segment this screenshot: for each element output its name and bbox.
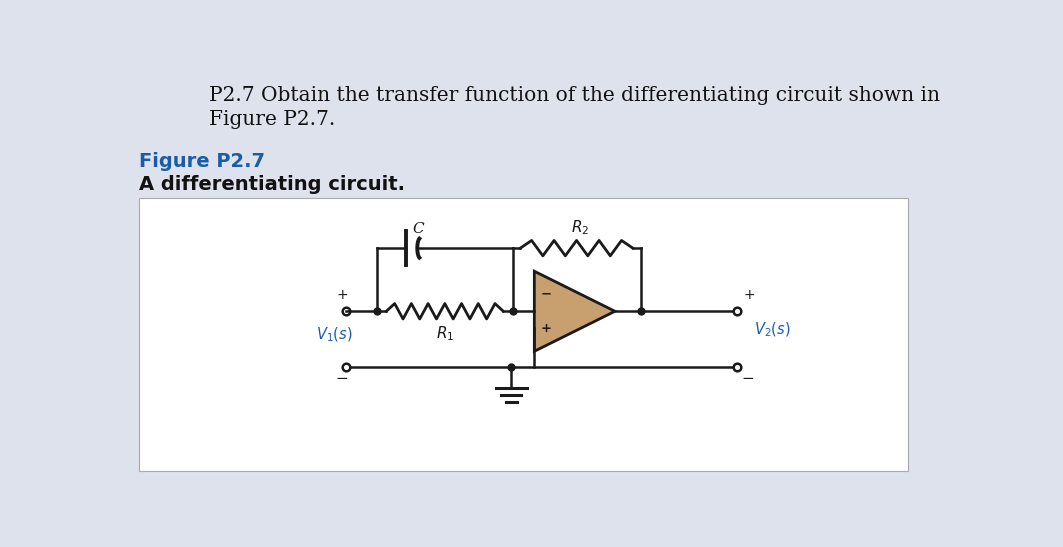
Text: $V_1(s)$: $V_1(s)$ <box>316 325 353 344</box>
Text: −: − <box>741 371 754 386</box>
Text: P2.7 Obtain the transfer function of the differentiating circuit shown in: P2.7 Obtain the transfer function of the… <box>208 86 940 106</box>
Text: +: + <box>540 322 552 335</box>
Text: A differentiating circuit.: A differentiating circuit. <box>139 175 405 194</box>
Text: $R_2$: $R_2$ <box>571 219 590 237</box>
Text: $V_2(s)$: $V_2(s)$ <box>754 321 791 339</box>
Polygon shape <box>535 271 614 351</box>
Text: C: C <box>412 222 424 236</box>
Text: $R_1$: $R_1$ <box>436 324 454 343</box>
Text: +: + <box>336 288 348 302</box>
Text: Figure P2.7: Figure P2.7 <box>139 152 265 171</box>
FancyBboxPatch shape <box>139 198 908 472</box>
Text: Figure P2.7.: Figure P2.7. <box>208 109 335 129</box>
Text: −: − <box>540 288 552 301</box>
Text: +: + <box>744 288 755 302</box>
Text: −: − <box>336 371 349 386</box>
